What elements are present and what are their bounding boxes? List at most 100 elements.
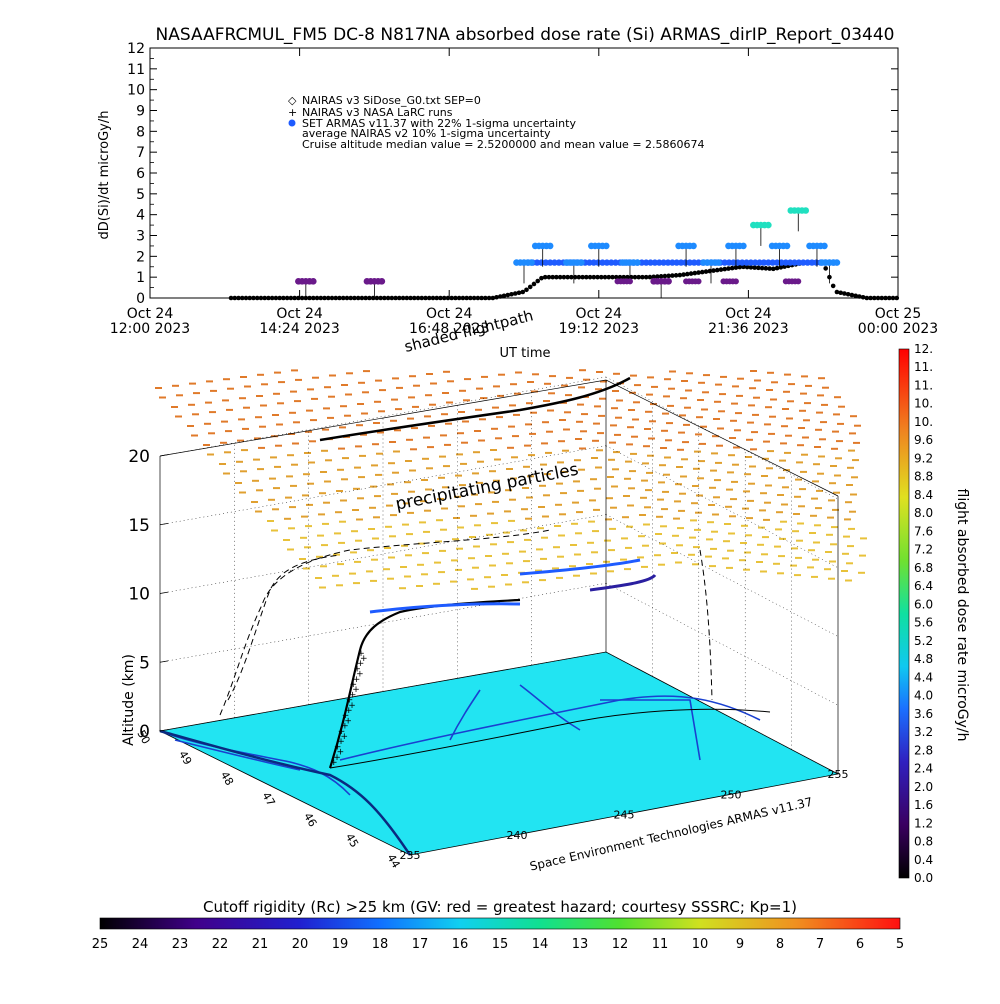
dose-rate-colorbar: 0.0 0.4 0.8 1.2 1.6 2.0 2.4 2.8 3.2 3.6 4.0 4.4 4.8 5… <box>898 342 970 885</box>
nairas-point <box>516 290 522 296</box>
legend-entry-armas: SET ARMAS v11.37 with 22% 1-sigma uncert… <box>302 117 576 130</box>
nairas-point <box>430 295 436 301</box>
latitude-tick-label: 48 <box>218 769 236 788</box>
dose-rate-colorbar-ticks: 0.0 0.4 0.8 1.2 1.6 2.0 2.4 2.8 3.2 3.6 4.0 4.4 4.8 5… <box>914 342 933 885</box>
nairas-point <box>606 274 612 280</box>
nairas-point <box>894 295 900 301</box>
flight-path-segment <box>519 558 641 576</box>
dose-rate-colorbar-tick: 5.6 <box>914 616 933 630</box>
flight-path-marker: + <box>352 685 360 695</box>
nairas-point <box>763 266 769 271</box>
nairas-point <box>329 295 335 301</box>
rigidity-colorbar-tick: 25 <box>92 937 109 952</box>
top-y-tick-label: 12 <box>127 41 145 57</box>
flight-path-marker: + <box>357 659 365 669</box>
nairas-point <box>501 293 507 299</box>
flight-path-segment <box>219 529 551 716</box>
nairas-point <box>266 295 271 301</box>
dose-rate-colorbar-tick: 6.8 <box>914 561 933 575</box>
rigidity-colorbar-tick: 19 <box>332 937 349 952</box>
nairas-point <box>651 274 656 280</box>
nairas-point <box>486 295 492 301</box>
top-y-tick-label: 1 <box>136 270 145 286</box>
armas-low-point <box>732 278 739 285</box>
nairas-point <box>673 273 679 278</box>
nairas-point <box>232 295 238 301</box>
altitude-tick-mark <box>159 729 169 732</box>
longitude-tick-label: 255 <box>828 768 849 781</box>
nairas-point <box>228 295 234 301</box>
nairas-point <box>677 272 683 278</box>
top-y-tick-label: 2 <box>136 249 145 265</box>
rigidity-colorbar-ramp <box>99 917 901 930</box>
nairas-point <box>868 295 873 301</box>
flight-path-segment <box>589 573 657 592</box>
nairas-point <box>681 272 686 277</box>
longitude-tick-label: 245 <box>614 809 635 822</box>
longitude-tick-label: 240 <box>507 829 528 842</box>
armas-point <box>740 242 747 250</box>
nairas-point <box>344 295 350 301</box>
nairas-point <box>520 289 526 295</box>
nairas-point <box>662 273 668 279</box>
ground-river <box>449 689 481 741</box>
flight-path-marker: + <box>353 675 361 685</box>
nairas-point <box>886 295 892 301</box>
nairas-point <box>554 274 559 280</box>
latitude-ticks: 50 49 48 47 46 45 44 <box>134 728 402 871</box>
nairas-point <box>580 274 585 280</box>
nairas-point <box>647 274 653 280</box>
top-y-tick-label: 9 <box>136 104 145 120</box>
nairas-point <box>288 295 294 301</box>
rigidity-colorbar-tick: 20 <box>292 937 309 952</box>
flight-path-marker: + <box>345 706 353 716</box>
rigidity-colorbar-tick: 13 <box>572 937 589 952</box>
armas-point <box>821 242 828 250</box>
nairas-point <box>722 266 728 272</box>
top-x-tick-date: Oct 24 <box>725 306 772 322</box>
nairas-point <box>587 274 593 280</box>
top-data-marks <box>228 207 900 301</box>
nairas-point <box>426 295 432 301</box>
nairas-point <box>539 275 544 281</box>
nairas-point <box>415 295 421 301</box>
nairas-point <box>636 274 641 280</box>
ground-coastline <box>159 729 412 856</box>
top-y-tick-label: 5 <box>136 187 145 203</box>
nairas-point <box>737 264 742 270</box>
rigidity-colorbar-tick: 12 <box>612 937 629 952</box>
nairas-point <box>655 274 660 279</box>
latitude-tick-label: 49 <box>176 749 194 768</box>
nairas-point <box>890 295 896 301</box>
nairas-point <box>449 295 454 301</box>
nairas-point <box>296 295 301 301</box>
nairas-point <box>557 274 563 280</box>
nairas-point <box>542 274 548 280</box>
nairas-point <box>434 295 440 301</box>
nairas-point <box>640 274 645 280</box>
longitude-tick-label: 250 <box>721 788 742 801</box>
ground-river <box>174 739 301 771</box>
longitude-tick-label: 235 <box>400 849 421 862</box>
top-x-tick-time: 21:36 2023 <box>708 321 788 337</box>
nairas-point <box>748 265 754 270</box>
dose-rate-colorbar-tick: 0.0 <box>914 871 933 885</box>
nairas-point <box>591 274 597 280</box>
nairas-point <box>453 295 458 301</box>
rigidity-colorbar-tick: 5 <box>896 937 904 952</box>
nairas-point <box>834 289 840 295</box>
nairas-point <box>333 295 339 301</box>
dose-rate-colorbar-tick: 7.6 <box>914 524 933 538</box>
ground-river <box>600 699 701 761</box>
nairas-point <box>625 274 630 280</box>
flight-path-segment <box>369 602 521 614</box>
nairas-point <box>546 274 552 280</box>
nairas-point <box>688 271 694 276</box>
nairas-point <box>879 295 885 301</box>
nairas-point <box>872 295 877 301</box>
nairas-point <box>325 295 331 301</box>
nairas-point <box>393 295 398 301</box>
nairas-point <box>569 274 574 280</box>
